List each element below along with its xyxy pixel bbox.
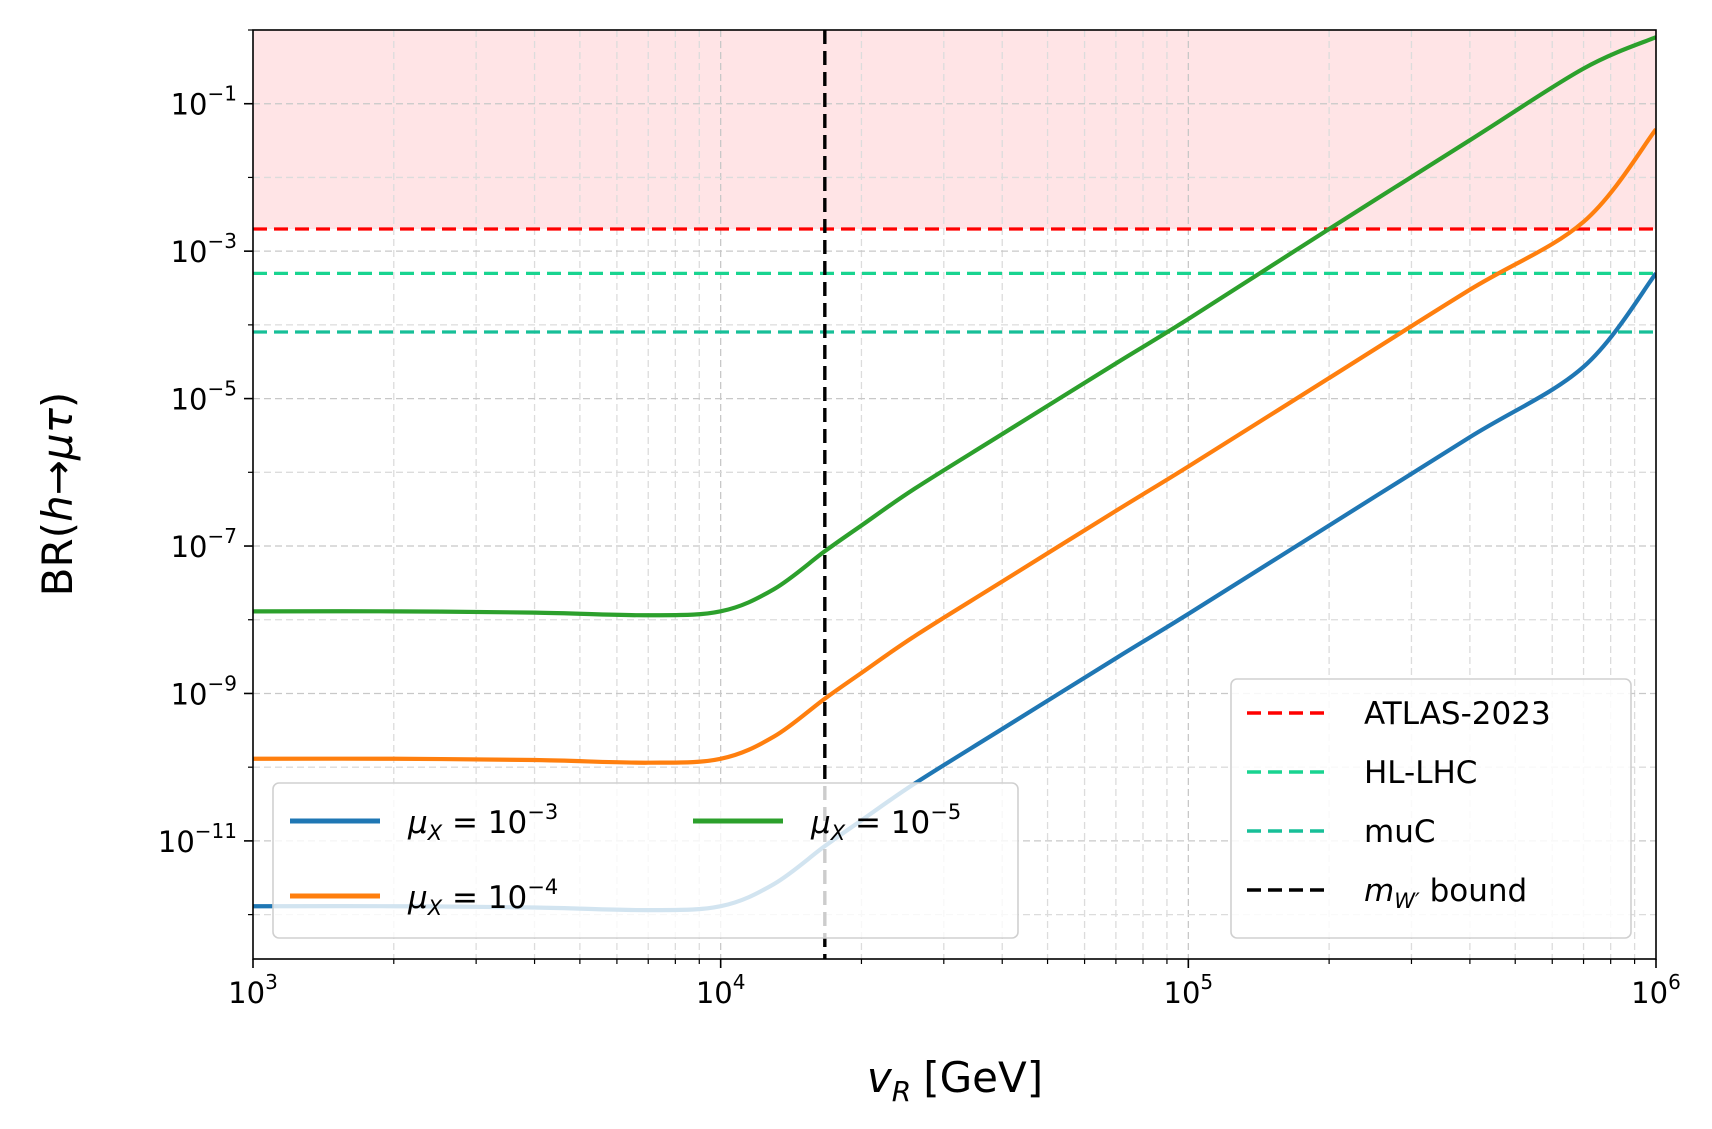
y-tick-label: 10−5 <box>171 377 237 417</box>
x-tick-label: 106 <box>1631 970 1681 1010</box>
y-tick-label: 10−9 <box>171 671 237 711</box>
bound-lines <box>253 227 1656 334</box>
excluded-region <box>253 30 1656 229</box>
plot-frame <box>252 29 1657 960</box>
legend-series: μX = 10−3 μX = 10−4 μX = 10−5 <box>272 782 1019 939</box>
x-tick-label: 104 <box>696 970 746 1010</box>
legend-series-label-2: μX = 10−4 <box>407 875 558 920</box>
legend-bounds-label-3: muC <box>1364 814 1436 850</box>
y-axis-label: BR(h→μτ) <box>33 392 82 597</box>
legend-bounds-label-2: HL-LHC <box>1364 755 1477 791</box>
series-line-2 <box>253 127 1656 765</box>
y-tick-label: 10−11 <box>158 819 237 859</box>
ticks: 103 104 105 106 10−11 10−9 10−7 10−5 10−3 10−1 <box>158 29 1681 1010</box>
x-tick-label: 105 <box>1164 970 1214 1010</box>
legend-series-label-1: μX = 10−3 <box>407 800 558 845</box>
legend-series-frame <box>272 782 1019 939</box>
x-axis-label: vR [GeV] <box>867 1053 1043 1108</box>
y-tick-label: 10−7 <box>171 524 237 564</box>
legend-bounds-label-4: mW′ bound <box>1364 873 1527 913</box>
legend-bounds-frame <box>1230 678 1632 939</box>
y-tick-label: 10−1 <box>171 82 237 122</box>
legend-series-label-3: μX = 10−5 <box>810 800 961 845</box>
y-tick-label: 10−3 <box>171 229 237 269</box>
legend-bounds-label-1: ATLAS-2023 <box>1364 696 1551 732</box>
x-tick-label: 103 <box>228 970 278 1010</box>
legend-bounds: ATLAS-2023 HL-LHC muC mW′ bound <box>1230 678 1632 939</box>
series-line-3 <box>253 35 1656 618</box>
